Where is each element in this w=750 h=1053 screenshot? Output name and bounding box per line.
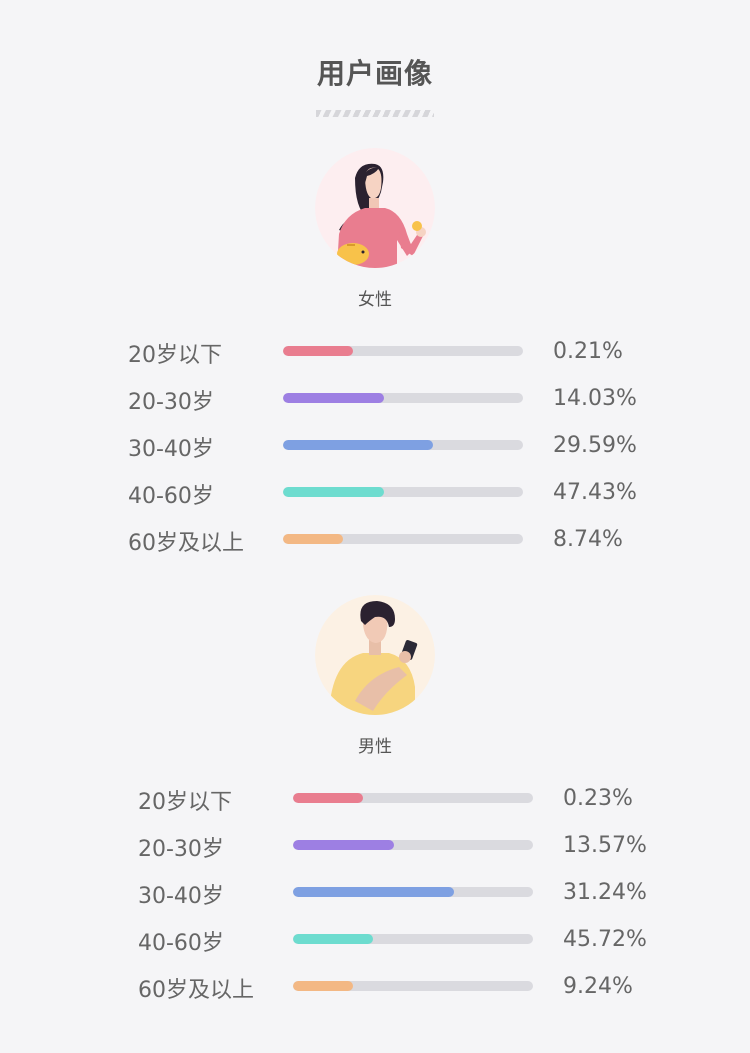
progress-bar-track [283,487,523,497]
percentage-value: 0.21% [553,339,623,364]
title-underline-decoration [316,110,434,117]
age-group-label: 20岁以下 [128,343,222,368]
percentage-value: 9.24% [563,974,633,999]
percentage-value: 0.23% [563,786,633,811]
percentage-value: 14.03% [553,386,637,411]
female-label: 女性 [358,290,392,310]
progress-bar-fill [293,793,363,803]
woman-with-piggy-bank-icon [315,148,435,268]
age-group-label: 40-60岁 [128,484,214,509]
percentage-value: 29.59% [553,433,637,458]
age-group-label: 30-40岁 [128,437,214,462]
progress-bar-track [293,934,533,944]
age-group-label: 60岁及以上 [128,531,244,556]
percentage-value: 31.24% [563,880,647,905]
age-group-label: 20岁以下 [138,790,232,815]
progress-bar-fill [283,393,384,403]
progress-bar-track [293,981,533,991]
page-title: 用户画像 [316,57,433,90]
age-group-label: 20-30岁 [128,390,214,415]
age-group-label: 30-40岁 [138,884,224,909]
progress-bar-track [283,393,523,403]
percentage-value: 13.57% [563,833,647,858]
age-group-label: 60岁及以上 [138,978,254,1003]
percentage-value: 47.43% [553,480,637,505]
age-group-label: 40-60岁 [138,931,224,956]
progress-bar-fill [283,534,343,544]
progress-bar-track [293,887,533,897]
male-label: 男性 [358,737,392,757]
man-with-phone-icon [315,595,435,715]
percentage-value: 8.74% [553,527,623,552]
progress-bar-fill [293,981,353,991]
progress-bar-fill [293,934,374,944]
progress-bar-track [283,534,523,544]
progress-bar-fill [283,346,353,356]
percentage-value: 45.72% [563,927,647,952]
age-group-label: 20-30岁 [138,837,224,862]
progress-bar-fill [283,487,384,497]
progress-bar-fill [293,840,394,850]
progress-bar-track [293,793,533,803]
progress-bar-fill [283,440,433,450]
progress-bar-track [283,440,523,450]
progress-bar-track [293,840,533,850]
progress-bar-fill [293,887,454,897]
progress-bar-track [283,346,523,356]
